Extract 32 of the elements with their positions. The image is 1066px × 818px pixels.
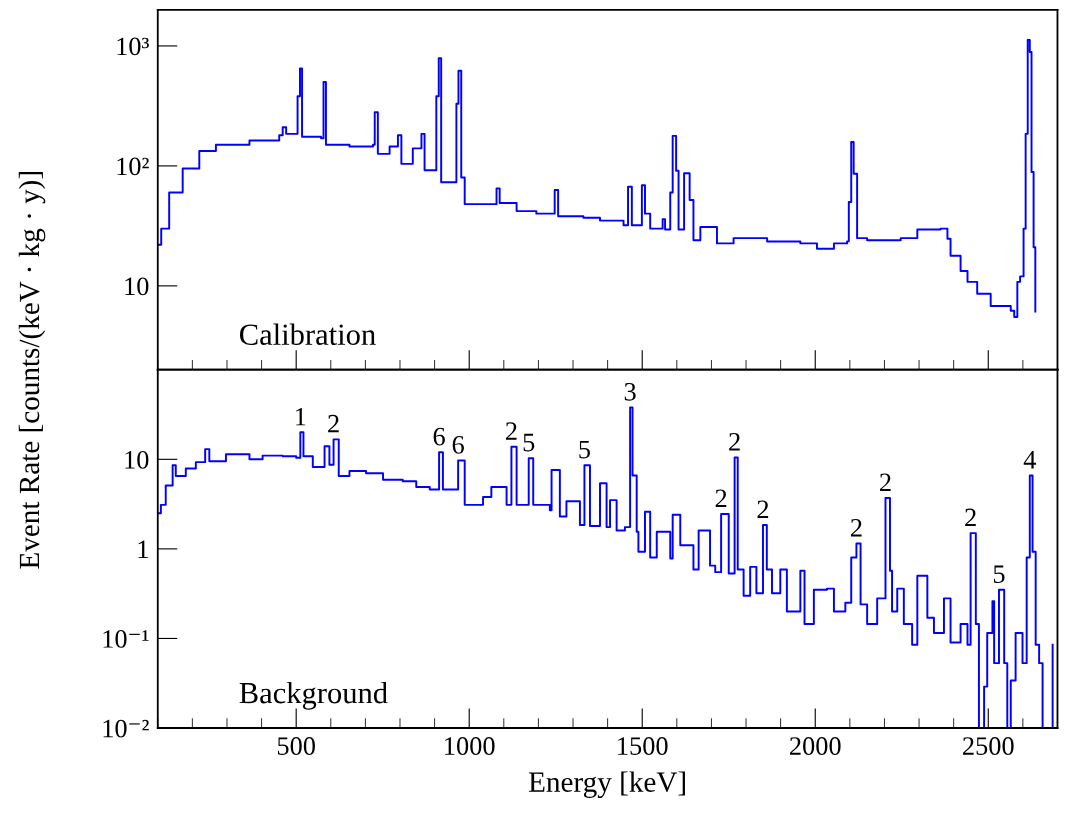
annotation: 4 <box>1023 451 1036 469</box>
y-axis-title: Event Rate [counts/(keV · kg · y)] <box>18 172 46 569</box>
y-tick-label: 10⁻² <box>103 719 149 738</box>
x-axis-title: Energy [keV] <box>528 771 685 798</box>
annotation: 5 <box>523 433 535 452</box>
y-tick-label: 10 <box>125 450 149 469</box>
y-tick-label: 10³ <box>117 37 149 56</box>
annotation: Calibration <box>240 323 376 345</box>
x-tick-label: 1000 <box>445 737 495 755</box>
annotation: 2 <box>729 432 740 451</box>
annotation: 1 <box>296 407 306 426</box>
annotation: 6 <box>452 436 464 454</box>
annotation: 5 <box>579 440 590 459</box>
x-tick-label: 2500 <box>963 737 1014 755</box>
y-tick-label: 10⁻¹ <box>103 630 149 648</box>
annotation: 2 <box>505 422 517 440</box>
annotation: 2 <box>850 518 862 537</box>
annotation: 6 <box>433 427 445 446</box>
y-tick-label: 1 <box>138 540 148 559</box>
annotation: 2 <box>328 414 339 433</box>
x-tick-label: 1500 <box>618 737 668 755</box>
y-tick-label: 10² <box>117 157 149 176</box>
annotation: 2 <box>715 489 727 508</box>
x-tick-label: 500 <box>277 737 315 755</box>
y-tick-label: 10 <box>125 277 149 296</box>
annotation: 2 <box>965 508 976 527</box>
annotation: 2 <box>880 473 891 491</box>
annotation: 3 <box>624 382 636 401</box>
annotation: Background <box>239 681 388 710</box>
annotation: 5 <box>993 565 1005 583</box>
annotation: 2 <box>757 500 769 518</box>
x-tick-label: 2000 <box>790 737 841 755</box>
